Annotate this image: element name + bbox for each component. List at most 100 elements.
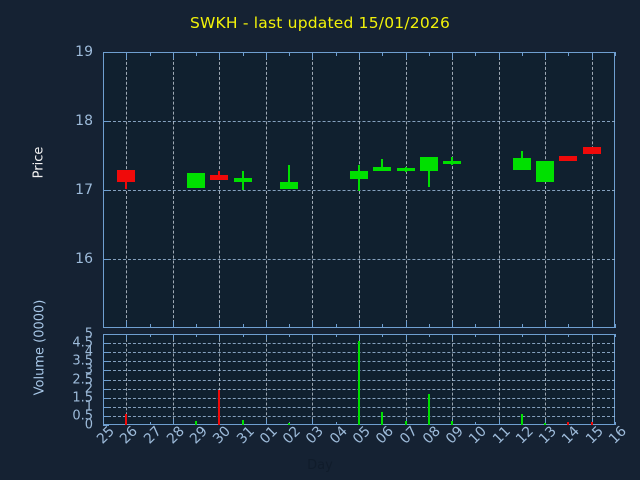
price-x-tick-mark-bottom <box>521 324 523 328</box>
candlestick-31[interactable] <box>233 170 252 190</box>
price-tick-mark <box>103 121 109 122</box>
volume-tick-label: 4.5 <box>72 335 93 351</box>
price-x-tick-mark <box>335 52 337 56</box>
x-tick-label-15: 15 <box>582 423 607 448</box>
volume-x-tick-mark-bottom <box>615 422 616 425</box>
candlestick-13[interactable] <box>536 161 555 182</box>
volume-bar-07[interactable] <box>404 421 407 425</box>
volume-x-tick-mark <box>172 334 174 340</box>
candlestick-08[interactable] <box>419 156 438 188</box>
price-x-tick-mark-bottom <box>591 321 593 328</box>
price-x-tick-mark <box>545 52 547 59</box>
candlestick-06[interactable] <box>373 158 392 171</box>
candlestick-14[interactable] <box>559 155 578 162</box>
candlestick-body <box>373 166 392 171</box>
candlestick-body <box>443 161 462 164</box>
volume-tick-mark <box>103 334 109 335</box>
price-gridline-vertical <box>265 52 267 328</box>
price-x-tick-mark <box>172 52 174 59</box>
volume-x-tick-mark <box>521 334 523 337</box>
volume-bar-09[interactable] <box>451 421 454 425</box>
x-tick-label-08: 08 <box>419 423 444 448</box>
price-tick-label: 17 <box>75 182 93 198</box>
volume-bar-13[interactable] <box>544 423 547 425</box>
candlestick-body <box>187 173 206 188</box>
volume-x-tick-mark <box>615 334 616 337</box>
candlestick-09[interactable] <box>443 156 462 166</box>
volume-tick-mark <box>103 415 109 417</box>
volume-bar-06[interactable] <box>381 412 384 425</box>
volume-tick-label: 3 <box>84 362 93 378</box>
price-tick-label: 16 <box>75 251 93 267</box>
candlestick-body <box>210 174 229 181</box>
price-x-tick-mark-bottom <box>545 321 547 328</box>
volume-bar-15[interactable] <box>590 422 593 425</box>
x-tick-label-07: 07 <box>396 423 421 448</box>
volume-tick-mark <box>103 343 109 345</box>
price-x-tick-mark-bottom <box>172 321 174 328</box>
x-tick-label-26: 26 <box>117 423 142 448</box>
price-gridline-vertical <box>126 52 128 328</box>
volume-x-tick-mark-bottom <box>172 419 174 425</box>
volume-x-tick-mark-bottom <box>149 422 151 425</box>
price-x-tick-mark-bottom <box>452 321 454 328</box>
candlestick-29[interactable] <box>187 173 206 188</box>
candlestick-26[interactable] <box>117 169 136 190</box>
volume-x-tick-mark-bottom <box>312 419 314 425</box>
price-gridline-vertical <box>452 52 454 328</box>
price-x-tick-mark <box>382 52 384 56</box>
volume-bar-08[interactable] <box>427 394 430 425</box>
x-tick-label-04: 04 <box>326 423 351 448</box>
price-gridline-vertical <box>498 52 500 328</box>
candlestick-15[interactable] <box>582 147 601 155</box>
volume-tick-mark <box>103 361 109 363</box>
price-x-tick-mark-bottom <box>126 321 128 328</box>
x-tick-label-01: 01 <box>256 423 281 448</box>
x-tick-label-28: 28 <box>163 423 188 448</box>
candlestick-body <box>536 161 555 182</box>
x-tick-label-30: 30 <box>210 423 235 448</box>
chart-title: SWKH - last updated 15/01/2026 <box>189 14 451 32</box>
volume-tick-mark <box>103 352 109 354</box>
volume-bar-30[interactable] <box>218 390 221 425</box>
price-x-tick-mark <box>475 52 477 56</box>
x-tick-label-10: 10 <box>466 423 491 448</box>
price-tick-mark <box>103 259 109 260</box>
price-x-tick-mark <box>591 52 593 59</box>
volume-tick-mark <box>103 370 109 372</box>
price-x-tick-mark <box>452 52 454 59</box>
volume-bar-31[interactable] <box>241 419 244 425</box>
price-x-tick-mark-bottom <box>382 324 384 328</box>
candlestick-30[interactable] <box>210 171 229 181</box>
volume-tick-label: 0 <box>84 417 93 433</box>
candlestick-05[interactable] <box>350 165 368 191</box>
volume-bar-29[interactable] <box>195 421 198 425</box>
candlestick-12[interactable] <box>512 151 531 170</box>
x-tick-label-12: 12 <box>512 423 537 448</box>
price-x-tick-mark-bottom <box>568 324 570 328</box>
volume-bar-26[interactable] <box>125 414 128 425</box>
price-tick-mark <box>103 52 109 53</box>
volume-bar-05[interactable] <box>358 341 360 425</box>
candlestick-body <box>512 157 531 170</box>
price-x-tick-mark <box>405 52 407 59</box>
volume-bar-02[interactable] <box>288 423 291 425</box>
volume-gridline-vertical <box>265 334 267 425</box>
volume-bar-12[interactable] <box>520 414 523 425</box>
x-tick-label-14: 14 <box>559 423 584 448</box>
volume-gridline-vertical <box>126 334 128 425</box>
candlestick-02[interactable] <box>280 165 299 189</box>
candlestick-body <box>419 156 438 172</box>
price-x-tick-mark <box>196 52 198 56</box>
volume-bar-14[interactable] <box>567 422 570 425</box>
price-x-tick-mark-bottom <box>475 324 477 328</box>
volume-x-tick-mark <box>335 334 337 337</box>
price-tick-label: 18 <box>75 113 93 129</box>
volume-tick-label: 0.5 <box>72 408 93 424</box>
volume-tick-label: 2.5 <box>72 372 93 387</box>
volume-x-tick-mark <box>149 334 151 337</box>
price-x-tick-mark <box>521 52 523 56</box>
x-tick-label-16: 16 <box>606 423 630 448</box>
price-x-tick-mark <box>219 52 221 59</box>
candlestick-07[interactable] <box>396 167 415 173</box>
